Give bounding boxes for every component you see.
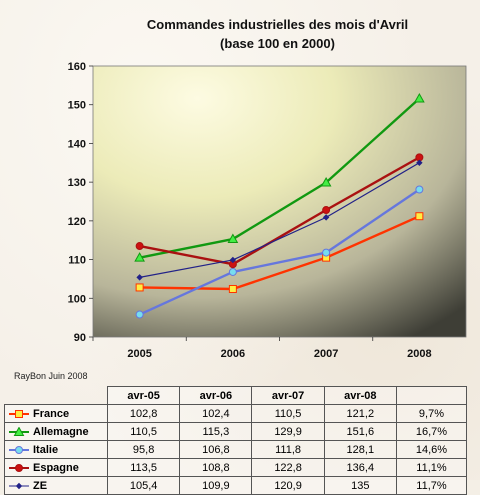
data-point [15,463,23,472]
data-point [15,482,23,489]
legend-swatch-icon [9,463,29,472]
table-header-row: avr-05 avr-06 avr-07 avr-08 [4,386,468,405]
y-tick-label: 150 [68,100,86,112]
table-cell: 95,8 [106,440,181,459]
data-point [135,310,144,319]
table-cell: 11,1% [395,458,468,477]
table-cell: 122,8 [251,458,325,477]
data-point [322,214,330,221]
table-cell: 11,7% [395,476,468,495]
table-cell: 105,4 [106,476,181,495]
data-point [229,256,237,264]
series-line [139,97,421,259]
table-cell: 14,6% [395,440,468,459]
table-row: Allemagne 110,5 115,3 129,9 151,6 16,7% [4,422,468,441]
table-cell: 129,9 [251,422,325,441]
table-cell: 135 [323,476,397,495]
data-point [135,283,144,292]
data-point [322,206,331,215]
series-line [139,188,421,316]
table-header: avr-08 [323,386,397,405]
table-cell: 128,1 [323,440,397,459]
table-row: France 102,8 102,4 110,5 121,2 9,7% [4,404,468,423]
legend-entry: Allemagne [4,422,108,441]
data-point [415,212,424,221]
table-cell: 136,4 [323,458,397,477]
table-cell: 102,8 [106,404,181,423]
data-point [228,284,237,293]
x-tick-label: 2005 [127,348,151,360]
series-label: Allemagne [33,425,89,438]
series-line [139,215,420,291]
series-line [139,156,420,266]
series-line [139,162,420,278]
data-point [320,177,332,187]
y-tick-label: 100 [68,293,86,305]
data-point [13,426,25,436]
data-table: avr-05 avr-06 avr-07 avr-08 France 102,8 1… [4,386,468,495]
table-cell: 121,2 [323,404,397,423]
series-label: ZE [33,479,48,492]
legend-swatch-icon [9,409,29,418]
y-tick-label: 160 [68,61,86,73]
table-corner [4,386,108,405]
table-cell: 16,7% [395,422,468,441]
data-point [415,185,424,194]
series-label: France [33,407,70,420]
data-point [414,93,425,103]
table-cell: 109,9 [179,476,253,495]
series-label: Espagne [33,461,79,474]
data-point [322,248,331,257]
line-chart: 90 100 110 120 130 140 150 160 2005 2006 2007 2008 [68,61,467,360]
table-row: Italie 95,8 106,8 111,8 128,1 14,6% [4,440,468,459]
data-point [135,242,144,251]
table-header: avr-05 [106,386,181,405]
table-cell: 120,9 [251,476,325,495]
table-header [395,386,468,405]
legend-entry: France [4,404,108,423]
y-tick-label: 140 [68,138,86,150]
table-cell: 110,5 [251,404,325,423]
table-header: avr-07 [251,386,325,405]
data-point [228,267,237,276]
data-point [134,252,145,262]
table-cell: 108,8 [179,458,253,477]
series-label: Italie [33,443,59,456]
legend-entry: ZE [4,476,108,495]
x-tick-label: 2008 [407,348,431,360]
table-cell: 9,7% [395,404,468,423]
data-point [416,159,423,166]
table-cell: 115,3 [179,422,253,441]
legend-swatch-icon [9,445,29,454]
table-cell: 111,8 [251,440,325,459]
table-cell: 113,5 [106,458,181,477]
y-tick-label: 130 [68,177,86,189]
table-header: avr-06 [179,386,253,405]
chart-subtitle: (base 100 en 2000) [220,36,335,51]
chart-title: Commandes industrielles des mois d'Avril [146,17,409,32]
table-row: ZE 105,4 109,9 120,9 135 11,7% [4,476,468,495]
data-point [15,409,23,418]
table-cell: 106,8 [179,440,253,459]
y-tick-label: 110 [68,255,86,267]
table-cell: 151,6 [323,422,397,441]
data-point [227,233,239,244]
y-tick-label: 120 [68,216,86,228]
legend-swatch-icon [9,482,29,489]
table-row: Espagne 113,5 108,8 122,8 136,4 11,1% [4,458,468,477]
x-tick-label: 2006 [221,348,245,360]
legend-swatch-icon [9,426,29,436]
x-tick-label: 2007 [314,348,338,360]
legend-entry: Italie [4,440,108,459]
table-cell: 110,5 [106,422,181,441]
data-point [136,274,143,281]
source-note: RayBon Juin 2008 [14,371,88,381]
data-point [15,445,23,454]
y-tick-label: 90 [74,332,86,344]
legend-entry: Espagne [4,458,108,477]
table-cell: 102,4 [179,404,253,423]
